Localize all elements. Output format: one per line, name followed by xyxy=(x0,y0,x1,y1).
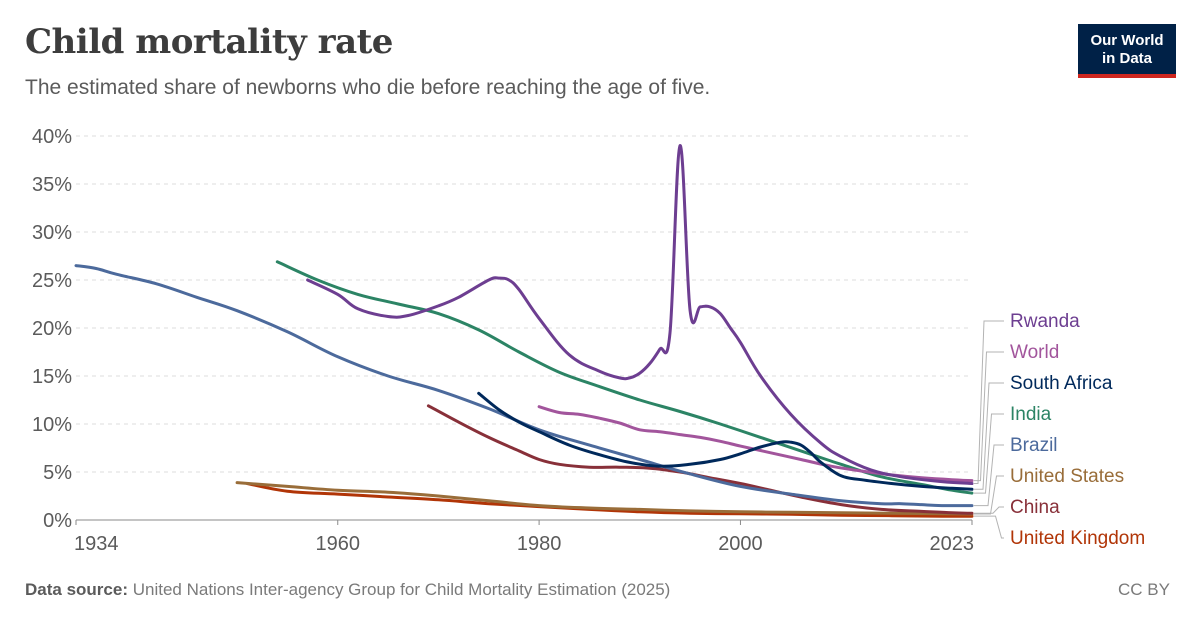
legend-label-south-africa[interactable]: South Africa xyxy=(1010,373,1113,394)
y-axis-ticks: 0% 5% 10% 15% 20% 25% 30% 35% 40% xyxy=(32,126,72,532)
legend-connector-united-kingdom xyxy=(974,515,1004,539)
x-axis-ticks: 1934 1960 1980 2000 2023 xyxy=(74,520,974,555)
series-line-brazil[interactable] xyxy=(74,264,974,508)
legend-label-united-kingdom[interactable]: United Kingdom xyxy=(1010,528,1145,549)
chart-subtitle: The estimated share of newborns who die … xyxy=(25,76,711,99)
data-source-label: Data source: xyxy=(25,580,128,599)
y-tick-label: 25% xyxy=(32,270,72,292)
legend-connector-india xyxy=(974,413,1004,494)
series-line-world[interactable] xyxy=(537,405,974,483)
legend-label-rwanda[interactable]: Rwanda xyxy=(1010,311,1080,332)
legend-label-world[interactable]: World xyxy=(1010,342,1059,363)
legend-label-brazil[interactable]: Brazil xyxy=(1010,435,1058,456)
data-source: Data source: United Nations Inter-agency… xyxy=(25,580,670,600)
y-tick-label: 5% xyxy=(43,462,72,484)
series-line-india[interactable] xyxy=(275,260,974,495)
legend-label-china[interactable]: China xyxy=(1010,497,1060,518)
x-tick-label: 1934 xyxy=(74,533,119,555)
chart-title: Child mortality rate xyxy=(25,22,393,62)
series-line-china[interactable] xyxy=(426,404,974,515)
legend: Rwanda World South Africa India Brazil United… xyxy=(974,311,1145,549)
license-link[interactable]: CC BY xyxy=(1118,580,1170,599)
x-tick-label: 1980 xyxy=(517,533,562,555)
legend-connector-rwanda xyxy=(974,320,1004,485)
owid-logo[interactable]: Our World in Data xyxy=(1078,24,1176,78)
legend-connector-world xyxy=(974,351,1004,482)
data-source-text[interactable]: United Nations Inter-agency Group for Ch… xyxy=(132,580,671,599)
y-tick-label: 20% xyxy=(32,318,72,340)
series-lines xyxy=(74,144,974,518)
y-tick-label: 35% xyxy=(32,174,72,196)
x-tick-label: 2000 xyxy=(718,533,763,555)
series-line-united-states[interactable] xyxy=(235,481,974,516)
logo-line-2: in Data xyxy=(1101,50,1152,67)
y-tick-label: 10% xyxy=(32,414,72,436)
logo-line-1: Our World xyxy=(1090,32,1164,49)
legend-connector-south-africa xyxy=(974,382,1004,490)
legend-connector-united-states xyxy=(974,475,1004,515)
y-tick-label: 0% xyxy=(43,510,72,532)
series-line-south-africa[interactable] xyxy=(477,391,974,491)
series-line-rwanda[interactable] xyxy=(306,144,974,485)
y-tick-label: 15% xyxy=(32,366,72,388)
y-tick-label: 30% xyxy=(32,222,72,244)
series-line-united-kingdom[interactable] xyxy=(245,482,974,518)
legend-label-united-states[interactable]: United States xyxy=(1010,466,1124,487)
y-tick-label: 40% xyxy=(32,126,72,148)
x-tick-label: 2023 xyxy=(930,533,975,555)
legend-connector-brazil xyxy=(974,444,1004,507)
legend-label-india[interactable]: India xyxy=(1010,404,1052,425)
legend-connector-china xyxy=(974,506,1004,514)
x-tick-label: 1960 xyxy=(316,533,361,555)
